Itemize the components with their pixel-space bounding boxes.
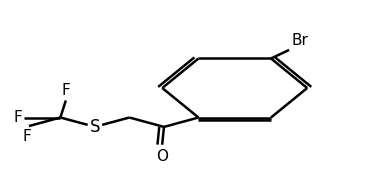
Text: Br: Br xyxy=(292,33,308,48)
Text: O: O xyxy=(156,149,168,164)
Text: F: F xyxy=(14,110,22,125)
Text: F: F xyxy=(61,83,70,98)
Text: S: S xyxy=(90,118,100,136)
Text: F: F xyxy=(23,129,32,144)
